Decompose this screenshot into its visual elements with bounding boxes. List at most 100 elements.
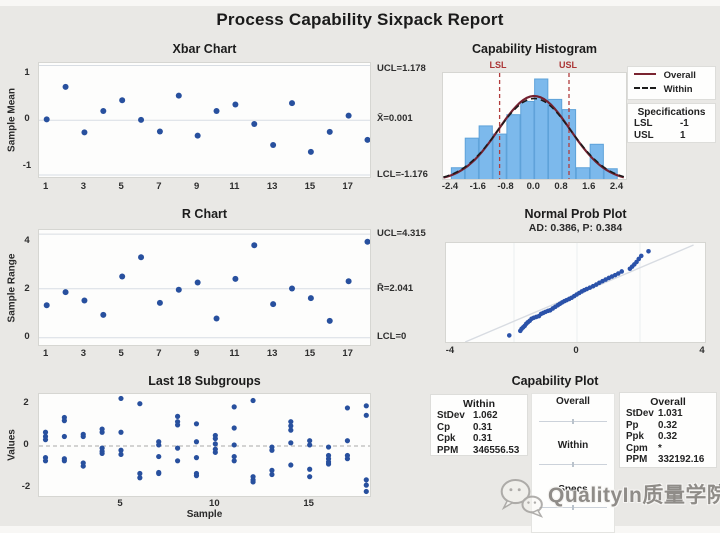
within-stat-label: PPM [437, 444, 459, 456]
hist-xtick: -2.4 [441, 181, 459, 192]
r-point [251, 242, 258, 249]
r-xtick: 9 [194, 348, 200, 359]
r-point [43, 302, 50, 309]
overall-stat: Cpm * [620, 443, 716, 455]
spec-row-value: 1 [680, 129, 686, 141]
xbar-point [156, 128, 163, 135]
last18-point [231, 442, 237, 448]
within-curve [443, 97, 625, 178]
last18-point [193, 473, 200, 479]
last18-point [231, 425, 237, 431]
lsl-label: LSL [489, 60, 507, 70]
last18-point [174, 458, 181, 464]
legend-overall-label: Overall [663, 70, 696, 81]
last18-point [80, 433, 86, 440]
overall-stat-value: 332192.16 [658, 454, 705, 466]
last18-point [137, 401, 143, 407]
xbar-point [43, 116, 50, 123]
xbar-point [326, 128, 333, 135]
xbar-point [213, 108, 220, 114]
last18-point [231, 453, 237, 460]
within-stat: PPM 346556.53 [431, 445, 527, 457]
last18-point [118, 451, 124, 458]
histogram-plot-area [442, 72, 627, 180]
legend-row-overall: Overall [628, 70, 715, 84]
xbar-ucl-label: UCL=1.178 [377, 63, 426, 74]
legend-row-within: Within [628, 84, 715, 98]
overall-stat-value: 0.32 [658, 431, 678, 443]
last18-title: Last 18 Subgroups [148, 374, 261, 388]
hist-xtick: 0.8 [554, 181, 568, 192]
last18-point [269, 471, 275, 478]
r-chart-title: R Chart [181, 207, 228, 221]
r-point [62, 289, 69, 296]
r-ytick: 2 [24, 282, 30, 294]
last18-xtick: 10 [209, 498, 220, 509]
last18-point [288, 427, 294, 433]
last18-point [344, 438, 351, 444]
r-point [364, 238, 370, 245]
within-stat-value: 346556.53 [473, 444, 520, 456]
spec-row: LSL -1 [628, 118, 715, 130]
xbar-lcl-label: LCL=-1.176 [377, 169, 428, 180]
r-point [175, 286, 182, 293]
interval-label-specs: Specs [558, 484, 588, 495]
overall-stats-rows: StDev 1.031 Pp 0.32 Ppk 0.32 Cpm * PPM 332192.16 [620, 408, 716, 466]
last18-point [118, 429, 124, 435]
last18-point [363, 482, 369, 488]
last18-point [269, 447, 275, 453]
r-point [270, 301, 277, 308]
last18-point [42, 437, 49, 443]
last18-point [193, 421, 200, 427]
last18-plot-area [38, 393, 371, 497]
last18-point [288, 419, 294, 425]
last18-point [137, 470, 143, 477]
probplot-title: Normal Prob Plot [524, 207, 627, 221]
last18-point [307, 466, 313, 472]
xbar-ytick: 1 [24, 66, 30, 78]
last18-point [325, 461, 332, 467]
overall-curve [443, 94, 625, 179]
interval-label-overall: Overall [556, 396, 590, 407]
overall-stat-value: 1.031 [658, 408, 683, 419]
r-point [326, 317, 333, 324]
overall-stat-label: Ppk [626, 431, 644, 443]
within-stat: StDev 1.062 [431, 410, 527, 422]
last18-point [42, 429, 49, 435]
within-stat-value: 0.31 [473, 421, 493, 433]
probplot-subtitle: AD: 0.386, P: 0.384 [528, 222, 623, 234]
xbar-center-label: X̄=0.001 [377, 113, 413, 124]
specifications-title: Specifications [637, 107, 706, 118]
overall-stat: PPM 332192.16 [620, 454, 716, 466]
hist-xtick: 2.4 [609, 181, 624, 192]
r-ytick: 4 [24, 234, 30, 246]
last18-point [307, 438, 313, 444]
xbar-xtick: 17 [342, 181, 353, 192]
spec-row-value: -1 [680, 118, 689, 129]
r-xtick: 17 [342, 348, 353, 359]
last18-point [288, 440, 294, 446]
r-point [156, 299, 163, 306]
wechat-logo-icon [500, 478, 544, 518]
xbar-xtick: 5 [118, 181, 124, 192]
last18-point [61, 458, 67, 464]
within-stats-title: Within [463, 398, 495, 410]
xbar-xtick: 15 [304, 181, 316, 192]
within-line-swatch [634, 86, 656, 89]
xbar-point [175, 92, 182, 99]
overall-stat-value: 0.32 [658, 419, 678, 431]
last18-point [212, 435, 218, 442]
within-stat-value: 0.31 [473, 433, 493, 445]
overall-stat: Pp 0.32 [620, 420, 716, 432]
r-xtick: 3 [80, 348, 87, 359]
last18-point [250, 397, 256, 404]
last18-ytick: 0 [23, 439, 29, 450]
r-xtick: 7 [156, 348, 162, 359]
last18-point [231, 458, 237, 464]
last18-point [174, 413, 181, 419]
bottom-margin [0, 526, 720, 533]
hist-bar [534, 78, 549, 179]
last18-ytick: -2 [21, 481, 31, 493]
xbar-point [81, 129, 88, 136]
within-stats-rows: StDev 1.062 Cp 0.31 Cpk 0.31 PPM 346556.53 [431, 410, 527, 456]
